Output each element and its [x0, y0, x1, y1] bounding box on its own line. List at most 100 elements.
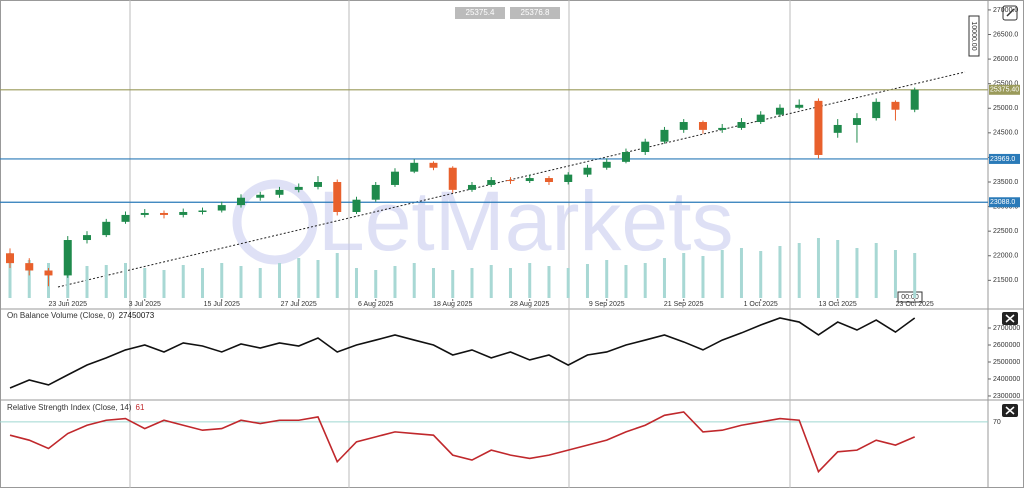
- volume-bar: [277, 263, 281, 298]
- y-tick-label: 26000.0: [993, 56, 1018, 63]
- candle-body: [660, 129, 669, 142]
- candle-body: [525, 178, 534, 182]
- volume-bar: [508, 268, 512, 298]
- volume-bar: [104, 265, 108, 298]
- candle-body: [333, 182, 342, 212]
- candle-body: [179, 211, 188, 215]
- y-tick-label: 23500.0: [993, 179, 1018, 186]
- volume-bar: [316, 260, 320, 298]
- candle-body: [390, 171, 399, 185]
- candle-body: [564, 174, 573, 182]
- volume-bar: [701, 256, 705, 298]
- volume-bar: [220, 263, 224, 298]
- candle-body: [352, 199, 361, 212]
- volume-bar: [374, 270, 378, 298]
- candle-body: [641, 141, 650, 153]
- level-label: 23088.0: [990, 199, 1015, 206]
- candle-body: [621, 152, 630, 162]
- badge-text: 25375.4: [466, 8, 495, 17]
- volume-bar: [258, 268, 262, 298]
- volume-bar: [181, 265, 185, 298]
- indicator-title: Relative Strength Index (Close, 14) 61: [7, 403, 145, 412]
- close-button[interactable]: [1002, 404, 1018, 417]
- candle-body: [429, 162, 438, 168]
- y-tick-label: 2500000: [993, 359, 1020, 366]
- level-label: 25375.40: [990, 87, 1019, 94]
- y-tick-label: 25000.0: [993, 105, 1018, 112]
- candle-body: [506, 180, 515, 182]
- candle-body: [602, 161, 611, 168]
- candle-body: [140, 212, 149, 215]
- volume-bar: [143, 268, 147, 298]
- candle-body: [198, 210, 207, 212]
- candle-body: [679, 122, 688, 130]
- candle-body: [371, 184, 380, 200]
- volume-bar: [720, 250, 724, 298]
- candle-body: [775, 107, 784, 115]
- volume-bar: [354, 268, 358, 298]
- indicator-name: Relative Strength Index (Close, 14): [7, 403, 132, 412]
- edit-button[interactable]: [1002, 5, 1018, 21]
- trend-line: [57, 71, 966, 288]
- candle-body: [544, 178, 553, 182]
- volume-bar: [797, 243, 801, 298]
- candle-body: [756, 114, 765, 123]
- indicator-line: [9, 317, 916, 389]
- level-tag: [989, 84, 1020, 95]
- volume-bar: [585, 264, 589, 298]
- volume-bar: [836, 240, 840, 298]
- level-label: 23969.0: [990, 156, 1015, 163]
- x-tick-label: 15 Jul 2025: [204, 301, 240, 308]
- candle-body: [737, 122, 746, 128]
- volume-bar: [566, 268, 570, 298]
- volume-bar: [489, 265, 493, 298]
- candle-body: [718, 127, 727, 130]
- candle-body: [814, 100, 823, 155]
- volume-bar: [412, 263, 416, 298]
- y-tick-label: 25500.0: [993, 81, 1018, 88]
- candle-body: [236, 197, 245, 206]
- volume-bar: [605, 260, 609, 298]
- volume-bar: [239, 266, 243, 298]
- scale-box: [968, 15, 980, 57]
- indicator-line: [9, 411, 916, 474]
- candle-body: [795, 104, 804, 108]
- candle-body: [487, 180, 496, 185]
- volume-bar: [913, 253, 917, 298]
- time-label: 00:00: [901, 294, 919, 301]
- candle-body: [217, 205, 226, 211]
- y-tick-label: 26500.0: [993, 31, 1018, 38]
- candle-body: [44, 270, 53, 276]
- volume-bar: [682, 253, 686, 298]
- y-tick-label: 24500.0: [993, 130, 1018, 137]
- candle-body: [294, 186, 303, 190]
- y-tick-label: 21500.0: [993, 277, 1018, 284]
- candle-body: [583, 167, 592, 175]
- badge: [510, 7, 560, 19]
- volume-bar: [528, 263, 532, 298]
- watermark: LetMarkets: [318, 174, 734, 268]
- x-tick-label: 21 Sep 2025: [664, 301, 704, 308]
- candle-body: [313, 182, 322, 187]
- close-button[interactable]: [1002, 312, 1018, 325]
- candle-body: [25, 263, 34, 271]
- volume-bar: [874, 243, 878, 298]
- volume-bar: [27, 260, 31, 298]
- x-tick-label: 23 Oct 2025: [896, 301, 934, 308]
- volume-bar: [451, 270, 455, 298]
- volume-bar: [759, 251, 763, 298]
- candle-body: [159, 212, 168, 215]
- candle-body: [83, 235, 92, 241]
- watermark-logo: [232, 179, 318, 265]
- candle-body: [833, 124, 842, 133]
- y-tick-label: 22500.0: [993, 228, 1018, 235]
- volume-bar: [200, 268, 204, 298]
- candle-body: [872, 101, 881, 119]
- volume-bar: [547, 266, 551, 298]
- y-tick-label: 27000.0: [993, 7, 1018, 14]
- indicator-value: 61: [136, 403, 145, 412]
- x-tick-label: 6 Aug 2025: [358, 301, 394, 308]
